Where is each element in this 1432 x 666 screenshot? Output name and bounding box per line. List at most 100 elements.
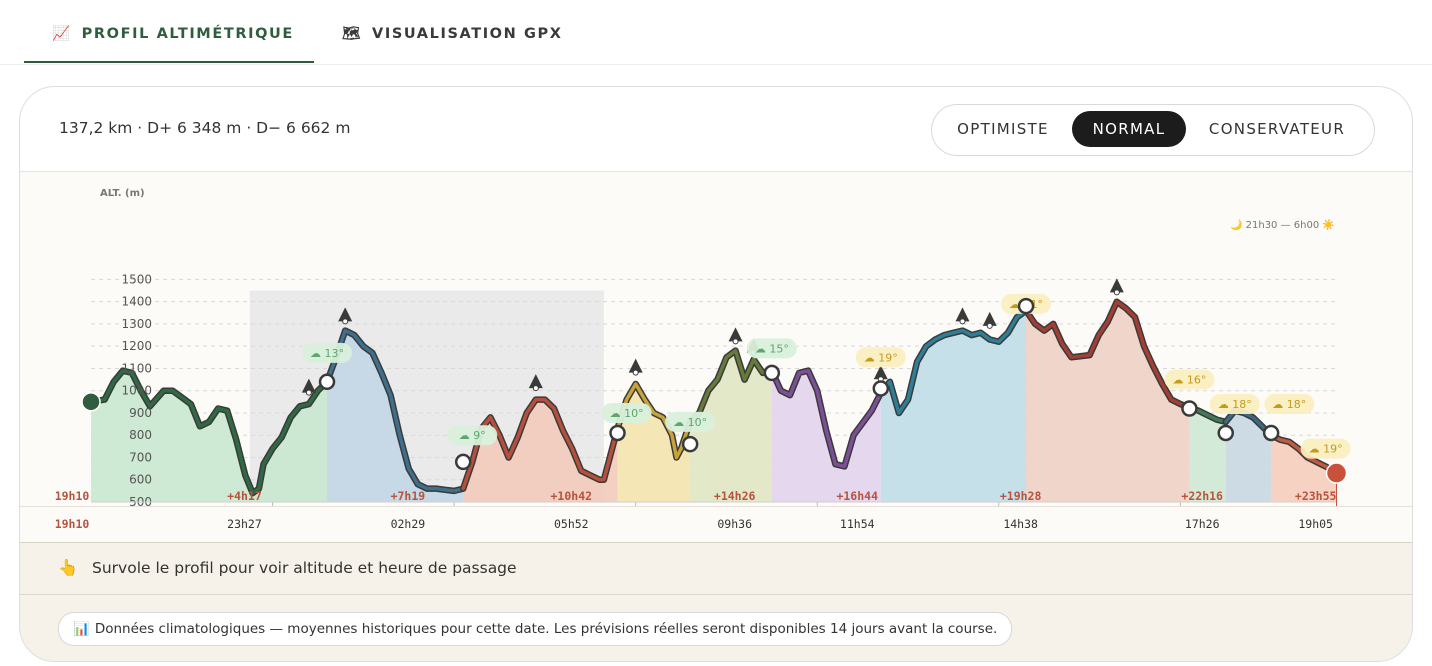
summit-marker [873,365,888,380]
y-tick-label: 1100 [121,361,152,375]
y-tick-label: 1500 [121,272,152,286]
tab-visualisation-gpx[interactable]: 🗺 VISUALISATION GPX [342,0,563,64]
summit-marker [338,307,353,322]
segment-line-8 [1024,299,1192,410]
night-label: 🌙 21h30 — 6h00 ☀️ [1230,218,1335,231]
weather-badge [1264,394,1315,415]
segment-line-2 [325,328,465,493]
checkpoint-marker[interactable] [1017,297,1035,315]
weather-badge [855,347,906,368]
summit-dot [305,389,312,396]
elapsed-time: +4h17 [227,489,262,503]
checkpoint-marker[interactable] [609,424,626,442]
pace-conservateur-button[interactable]: CONSERVATEUR [1208,120,1346,138]
checkpoint-marker[interactable] [318,373,336,391]
summit-marker [628,358,643,373]
segment-area-11 [1271,435,1337,502]
summit-dot [1113,289,1120,296]
y-axis-label: ALT. (m) [100,188,145,199]
summit-marker [528,374,543,389]
segment-area-3 [463,399,618,502]
tab-label: PROFIL ALTIMÉTRIQUE [81,26,294,42]
segment-line-3 [461,397,620,491]
pace-optimiste-button[interactable]: OPTIMISTE [957,120,1049,138]
y-tick-label: 1200 [121,339,152,353]
checkpoint-marker[interactable] [1262,424,1280,442]
weather-temp: ☁ 19° [864,351,898,364]
arrival-marker[interactable] [1325,462,1348,484]
summit-dot [986,322,993,329]
climate-note-text: Données climatologiques — moyennes histo… [94,621,998,637]
segment-area-9 [1189,407,1226,502]
weather-badge [302,342,353,363]
checkpoint-marker[interactable] [763,364,781,382]
segment-line-1 [89,368,329,495]
elapsed-time: +10h42 [550,489,593,503]
segment-area-8 [1026,301,1190,502]
pace-normal-button[interactable]: NORMAL [1072,111,1186,147]
clock-time: 23h27 [227,517,262,531]
summit-marker [728,327,743,342]
y-tick-label: 500 [129,495,152,506]
elapsed-time: +23h55 [1294,489,1337,503]
bar-chart-icon: 📊 [73,621,90,637]
summit-marker [982,311,997,326]
weather-temp: ☁ 16° [1172,374,1206,387]
race-summary: 137,2 km · D+ 6 348 m · D− 6 662 m [59,119,351,137]
segment-area-7 [880,310,1026,502]
y-tick-label: 800 [129,428,152,442]
pointing-hand-icon: 👆 [58,558,78,577]
weather-temp: ☁ 13° [310,347,344,360]
weather-temp: ☁ 10° [610,407,644,420]
weather-badge [1209,394,1260,415]
y-tick-label: 900 [129,406,152,420]
tab-profil-altimetrique[interactable]: 📈 PROFIL ALTIMÉTRIQUE [52,0,294,64]
checkpoint-marker[interactable] [681,435,699,453]
elapsed-time: +14h26 [713,489,756,503]
checkpoint-marker[interactable] [1181,400,1198,417]
elapsed-time: +22h16 [1181,489,1223,503]
y-tick-label: 1300 [121,317,152,331]
y-tick-label: 700 [129,450,152,464]
weather-badge [665,411,716,432]
checkpoint-marker[interactable] [872,380,890,397]
elapsed-time: +19h28 [999,489,1042,503]
summit-dot [532,385,539,392]
elapsed-time: 19h10 [54,489,90,503]
weather-temp: ☁ 19° [1309,443,1343,456]
weather-badge [1300,438,1351,459]
checkpoint-marker[interactable] [454,453,472,471]
elapsed-time: +7h19 [390,489,426,503]
clock-time: 05h52 [553,517,589,531]
elevation-chart[interactable]: 🌙 21h30 — 6h00 ☀️ 500 600 700 800 900 1000 110… [20,172,1412,506]
hint-text: Survole le profil pour voir altitude et … [92,559,517,577]
clock-time: 19h05 [1298,517,1333,531]
clock-time: 14h38 [1003,517,1038,531]
clock-time: 02h29 [390,517,426,531]
clock-time: 11h54 [839,517,875,531]
segment-line-7 [879,308,1028,415]
weather-badge [746,338,797,359]
summit-marker [1109,278,1124,293]
weather-temp: ☁ 9° [459,429,486,442]
summit-dot [959,318,966,325]
tab-bar: 📈 PROFIL ALTIMÉTRIQUE 🗺 VISUALISATION GPX [0,0,1432,65]
y-tick-label: 1400 [121,295,152,309]
y-tick-label: 600 [129,473,152,487]
y-tick-label: 1000 [121,384,152,398]
segment-area-10 [1225,410,1272,502]
clock-time: 09h36 [717,517,752,531]
checkpoint-marker[interactable] [1217,424,1234,442]
weather-badge [1164,369,1215,390]
segment-area-1 [91,370,327,502]
elapsed-time: +16h44 [836,489,879,503]
elevation-profile-svg[interactable]: 🌙 21h30 — 6h00 ☀️ 500 600 700 800 900 1000 110… [20,172,1412,506]
summit-dot [632,369,639,376]
summit-marker [955,307,970,322]
active-tab-indicator [24,61,314,63]
clock-time: 17h26 [1184,517,1220,531]
segment-line-6 [770,368,883,469]
segment-line-4 [615,382,692,460]
clock-time: 19h10 [54,517,90,531]
profile-card: 137,2 km · D+ 6 348 m · D− 6 662 m OPTIM… [19,86,1413,662]
